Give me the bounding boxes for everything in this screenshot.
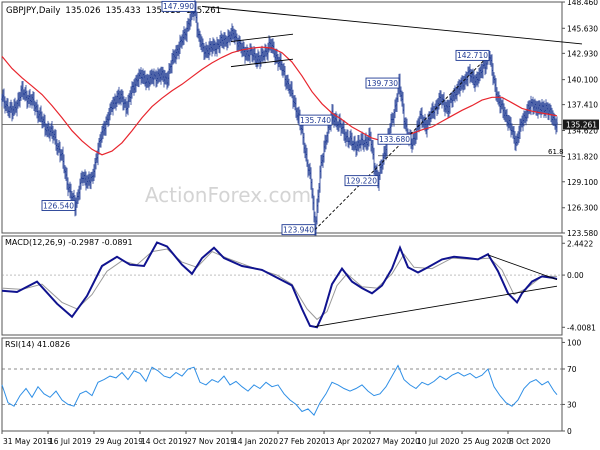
- price-trendline: [314, 55, 490, 230]
- date-tick-label: 10 Jul 2020: [417, 437, 460, 446]
- date-tick-label: 14 Oct 2019: [141, 437, 188, 446]
- price-tick-label: 131.820: [567, 153, 598, 162]
- symbol-label: GBPJPY,Daily: [6, 6, 60, 16]
- price-trendline: [230, 33, 294, 43]
- macd-tick-label: 0.00: [567, 271, 584, 280]
- price-label-box: [298, 114, 333, 126]
- rsi-tick-label: 100: [567, 338, 582, 347]
- date-tick-label: 14 Jan 2020: [233, 437, 278, 446]
- price-panel-frame: [1, 1, 563, 234]
- macd-panel-frame: [1, 235, 563, 336]
- price-panel: ActionForex.com GBPJPY,Daily 135.026 135.43…: [1, 0, 599, 242]
- price-tick-label: 140.100: [567, 76, 598, 85]
- price-tick-label: 142.930: [567, 49, 598, 58]
- price-tick-label: 148.460: [567, 0, 598, 7]
- date-tick-label: 29 Aug 2019: [95, 437, 143, 446]
- last-price-label: 135.261: [566, 121, 597, 130]
- price-trendline: [201, 5, 583, 45]
- date-tick-label: 25 Aug 2020: [463, 437, 511, 446]
- macd-line: [1, 241, 558, 329]
- price-tick-label: 137.410: [567, 101, 598, 110]
- rsi-tick-label: 30: [567, 400, 577, 409]
- moving-average-line: [1, 46, 558, 156]
- date-tick-label: 13 Apr 2020: [325, 437, 372, 446]
- date-tick-label: 27 Nov 2019: [187, 437, 235, 446]
- price-label: 135.740: [300, 116, 331, 125]
- date-tick-label: 8 Oct 2020: [509, 437, 551, 446]
- rsi-tick-label: 70: [567, 365, 577, 374]
- rsi-panel-frame: [1, 337, 563, 432]
- price-label-box: [377, 133, 412, 145]
- price-label: 139.730: [367, 79, 398, 88]
- date-tick-label: 16 Jul 2019: [49, 437, 92, 446]
- price-label-box: [41, 200, 76, 211]
- date-tick-label: 27 Feb 2020: [279, 437, 326, 446]
- ohlc-value: 135.261: [186, 6, 221, 16]
- watermark: ActionForex.com: [145, 183, 311, 207]
- price-label: 142.710: [457, 51, 488, 60]
- macd-panel: MACD(12,26,9) -0.2987 -0.0891 2.4422 0.00 -…: [1, 235, 596, 336]
- last-price-marker: [563, 119, 599, 130]
- rsi-title: RSI(14) 41.0826: [5, 340, 70, 349]
- price-label-box: [281, 224, 316, 236]
- price-label: 147.990: [163, 2, 194, 11]
- price-tick-label: 134.620: [567, 127, 598, 136]
- rsi-line: [1, 364, 558, 416]
- ohlc-value: 135.433: [106, 6, 141, 16]
- price-trendline: [230, 58, 294, 68]
- price-label-box: [344, 175, 379, 187]
- price-label: 126.540: [43, 201, 74, 210]
- macd-title: MACD(12,26,9) -0.2987 -0.0891: [5, 238, 133, 247]
- price-tick-label: 126.300: [567, 204, 598, 213]
- price-label: 133.680: [379, 135, 410, 144]
- rsi-panel: RSI(14) 41.0826 100 70 30 0: [1, 337, 582, 436]
- macd-trendline: [314, 285, 558, 327]
- price-tick-label: 123.580: [567, 229, 598, 238]
- date-tick-label: 31 May 2019: [3, 437, 52, 446]
- price-label-box: [455, 49, 490, 61]
- rsi-tick-label: 0: [567, 427, 572, 436]
- ohlc-value: 135.026: [65, 6, 100, 16]
- macd-tick-label: 2.4422: [567, 239, 593, 248]
- date-tick-label: 27 May 2020: [371, 437, 420, 446]
- price-label-box: [161, 0, 196, 12]
- price-label-box: [365, 77, 400, 89]
- price-tick-label: 145.630: [567, 24, 598, 33]
- macd-tick-label: -4.0081: [567, 323, 596, 332]
- price-label: 123.940: [283, 225, 314, 234]
- price-series: [1, 0, 558, 242]
- price-tick-label: 129.100: [567, 178, 598, 187]
- fib-label: 61.8: [548, 148, 564, 156]
- price-label: 129.220: [346, 176, 377, 185]
- macd-trendline: [487, 254, 558, 281]
